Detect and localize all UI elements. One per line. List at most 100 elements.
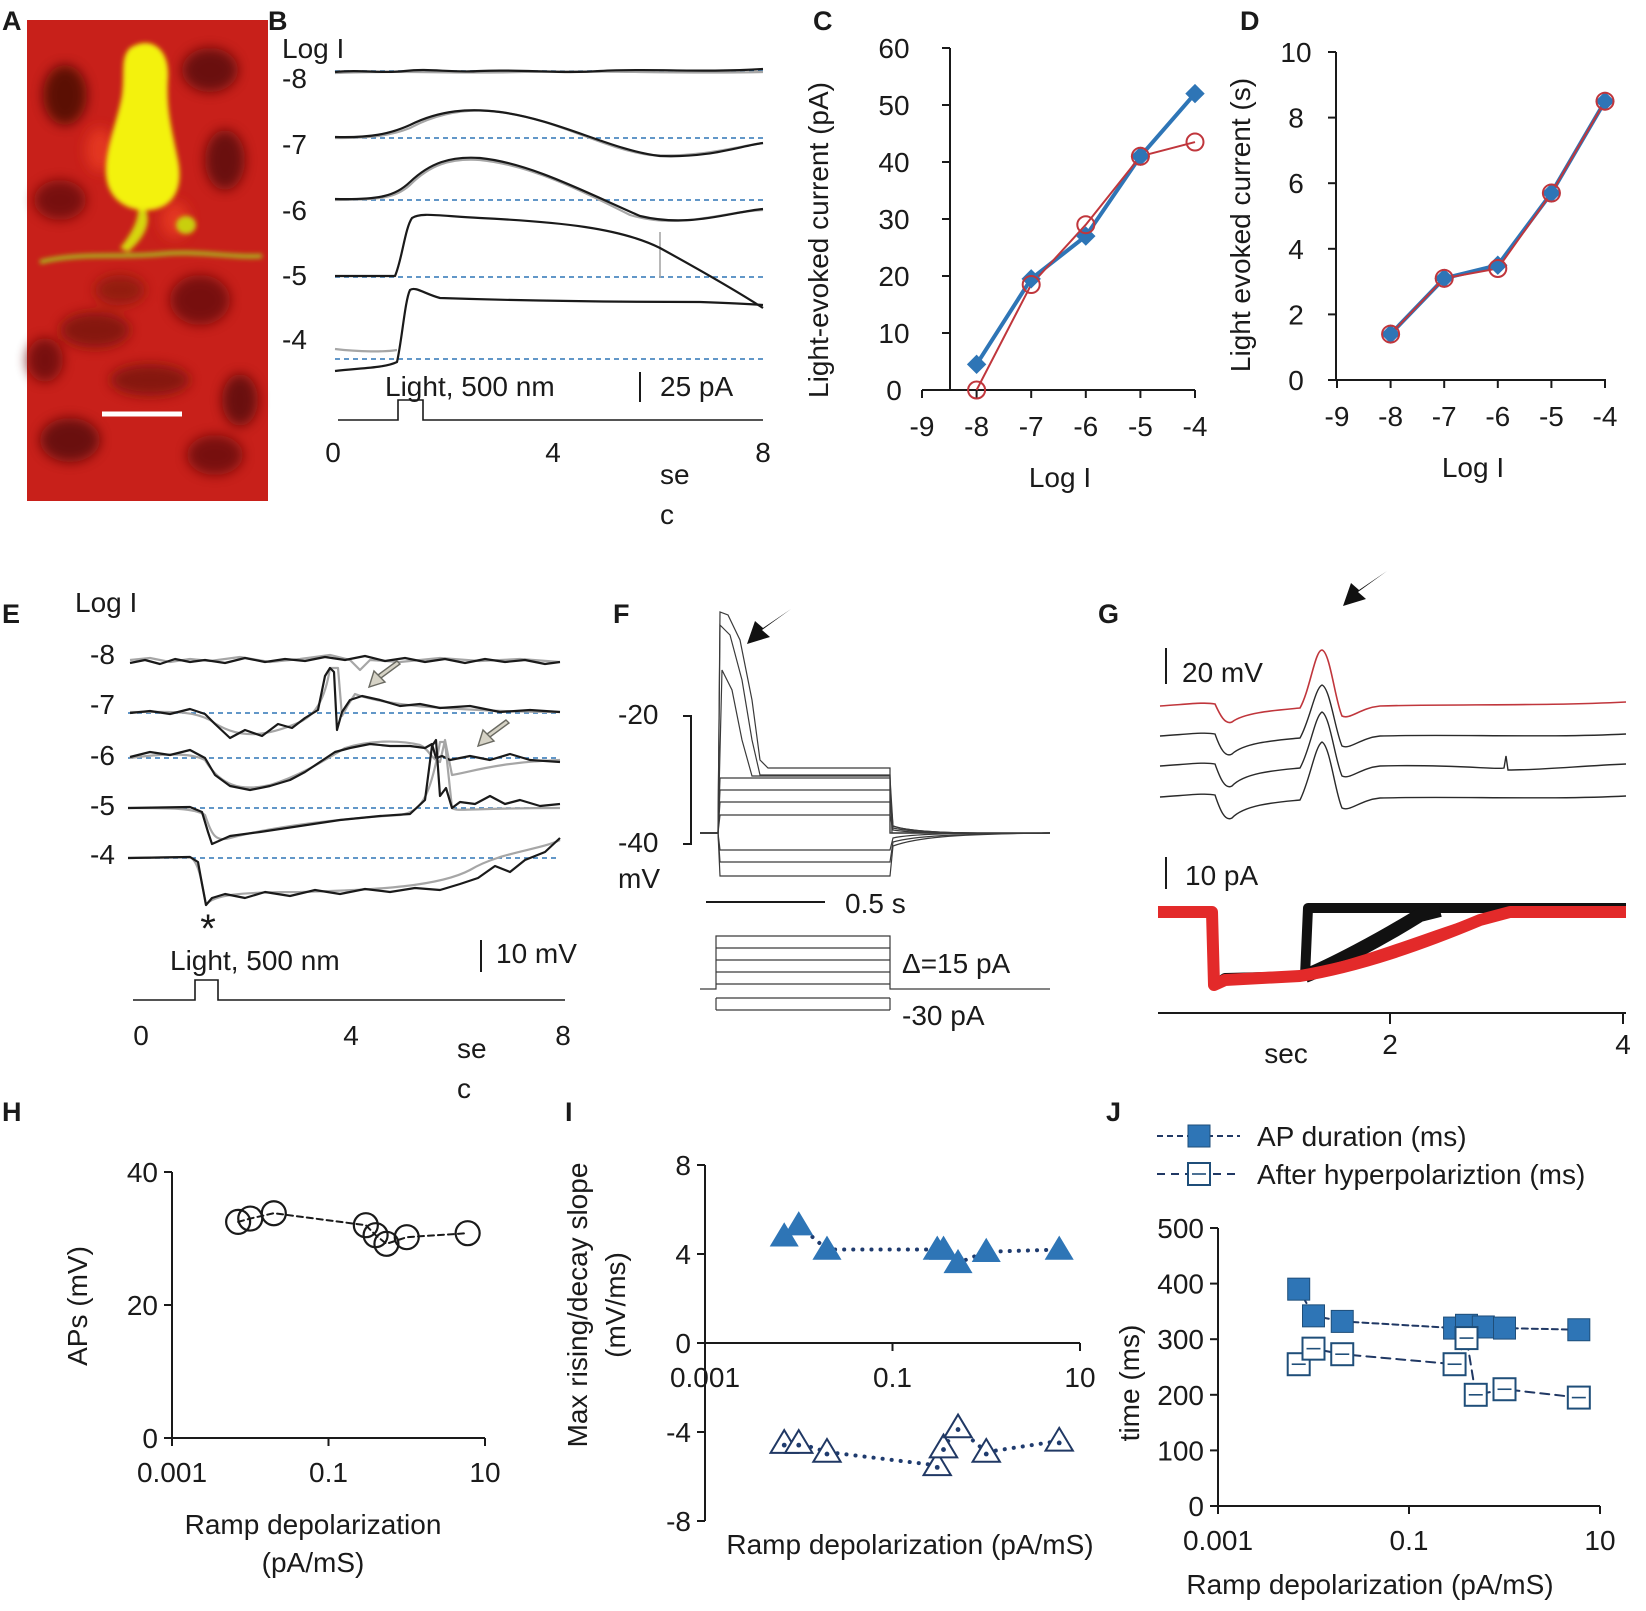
e-intensity-label: -7 <box>90 689 115 720</box>
e-stimulus-label: Light, 500 nm <box>170 945 340 976</box>
data-point-circle <box>1130 146 1150 166</box>
e-scale-label: 10 mV <box>496 938 577 969</box>
panel-d: Light evoked current (s) -9 -8 -7 -6 -5 -4 0 2 4… <box>1225 37 1617 483</box>
data-point <box>454 1220 481 1247</box>
data-point-dot <box>941 1447 946 1452</box>
panel-label-c: C <box>813 6 833 36</box>
b-intensity-label: -5 <box>282 260 307 291</box>
b-x-tick: 0 <box>325 437 341 468</box>
b-scale-label: 25 pA <box>660 371 733 402</box>
data-point <box>1043 1425 1075 1452</box>
y-tick-label: 0 <box>142 1423 158 1454</box>
e-intensity-label: -5 <box>90 790 115 821</box>
data-point-diamond <box>1021 269 1041 289</box>
data-point-circle <box>1381 324 1401 344</box>
panel-a-image <box>27 20 268 501</box>
panel-label-b: B <box>268 6 288 36</box>
data-point <box>1302 1304 1325 1328</box>
e-asterisk: * <box>200 907 216 951</box>
arrow-icon <box>1343 571 1387 606</box>
data-point-circle <box>1488 258 1508 278</box>
e-x-tick: 0 <box>133 1020 149 1051</box>
c-xlabel: Log I <box>1029 462 1091 493</box>
data-point <box>812 1235 842 1260</box>
x-tick-label: -8 <box>1378 401 1403 432</box>
e-trace <box>127 837 561 907</box>
c-plot-area: -9 -8 -7 -6 -5 -4 0 10 20 30 40 50 60 <box>878 33 1207 442</box>
f-y-scale <box>683 715 692 845</box>
h-xlabel: (pA/mS) <box>262 1547 365 1578</box>
data-point-circle <box>1021 275 1041 295</box>
x-tick-label: -6 <box>1485 401 1510 432</box>
data-point <box>1493 1316 1516 1340</box>
e-x-unit: c <box>457 1073 471 1104</box>
x-tick-label: -7 <box>1019 411 1044 442</box>
y-tick-label: 0 <box>886 375 902 406</box>
y-tick-label: 6 <box>1288 168 1304 199</box>
i-ylabel: (mV/ms) <box>600 1252 631 1358</box>
data-point <box>942 1412 974 1439</box>
arrow-icon <box>476 719 511 748</box>
f-time-scale: 0.5 s <box>845 888 906 919</box>
y-tick-label: 2 <box>1288 299 1304 330</box>
y-tick-label: 0 <box>1188 1491 1204 1522</box>
panel-g: 20 mV 10 pA 2 4 sec <box>1158 571 1631 1069</box>
f-traces <box>700 611 1051 877</box>
data-point <box>1044 1235 1074 1260</box>
x-tick-label: 10 <box>469 1457 500 1488</box>
e-trace-grey <box>127 839 561 907</box>
data-point-diamond <box>966 354 987 375</box>
g-trace <box>1159 741 1627 820</box>
y-tick-label: 200 <box>1157 1380 1204 1411</box>
series-line-red <box>975 141 1196 391</box>
x-tick-label: -9 <box>1325 401 1350 432</box>
panel-e: Log I -8 -7 -6 -5 -4 * Light, 500 nm 10 … <box>75 587 577 1104</box>
panel-label-h: H <box>2 1097 22 1127</box>
y-tick-label: 500 <box>1157 1213 1204 1244</box>
y-tick-label: -8 <box>666 1506 691 1537</box>
y-tick-label: 400 <box>1157 1269 1204 1300</box>
series-line-blue <box>1389 100 1607 336</box>
h-ylabel: APs (mV) <box>62 1246 93 1366</box>
e-x-tick: 4 <box>343 1020 359 1051</box>
e-trace-grey <box>129 666 561 736</box>
data-point <box>1567 1318 1591 1342</box>
c-ylabel: Light-evoked current (pA) <box>803 82 834 398</box>
y-tick-label: 50 <box>878 90 909 121</box>
e-trace <box>129 742 561 792</box>
data-point-dot <box>796 1442 802 1448</box>
e-stimulus-trace <box>133 979 565 1001</box>
arrow-icon <box>747 609 791 644</box>
x-tick-label: -7 <box>1432 401 1457 432</box>
data-point-dot <box>1056 1440 1062 1446</box>
data-point-dot <box>983 1451 989 1457</box>
y-tick-label: 20 <box>127 1290 158 1321</box>
x-tick-label: 0.001 <box>137 1457 207 1488</box>
y-tick-label: 0 <box>1288 365 1304 396</box>
e-x-unit: se <box>457 1033 487 1064</box>
data-point <box>260 1200 287 1227</box>
panel-label-f: F <box>613 599 630 629</box>
e-intensity-label: -8 <box>90 639 115 670</box>
f-y-tick: -20 <box>618 699 658 730</box>
b-intensity-label: -4 <box>282 324 307 355</box>
b-x-unit: se <box>660 459 690 490</box>
data-point <box>373 1230 400 1257</box>
f-step-label: Δ=15 pA <box>902 948 1011 979</box>
b-stimulus-trace <box>338 399 763 421</box>
data-point-circle <box>1595 91 1615 111</box>
g-i-scale: 10 pA <box>1185 860 1258 891</box>
x-tick-label: 0.1 <box>309 1457 348 1488</box>
y-tick-label: 30 <box>878 204 909 235</box>
f-start-label: -30 pA <box>902 1000 985 1031</box>
panel-label-i: I <box>565 1097 573 1127</box>
data-point <box>225 1208 252 1235</box>
x-tick-label: -8 <box>964 411 989 442</box>
data-point-dot <box>824 1451 830 1457</box>
series-line <box>237 1212 469 1245</box>
x-tick-label: 0.001 <box>1183 1525 1253 1556</box>
panel-label-d: D <box>1240 6 1260 36</box>
j-ylabel: time (ms) <box>1114 1325 1145 1442</box>
data-point <box>784 1211 814 1236</box>
